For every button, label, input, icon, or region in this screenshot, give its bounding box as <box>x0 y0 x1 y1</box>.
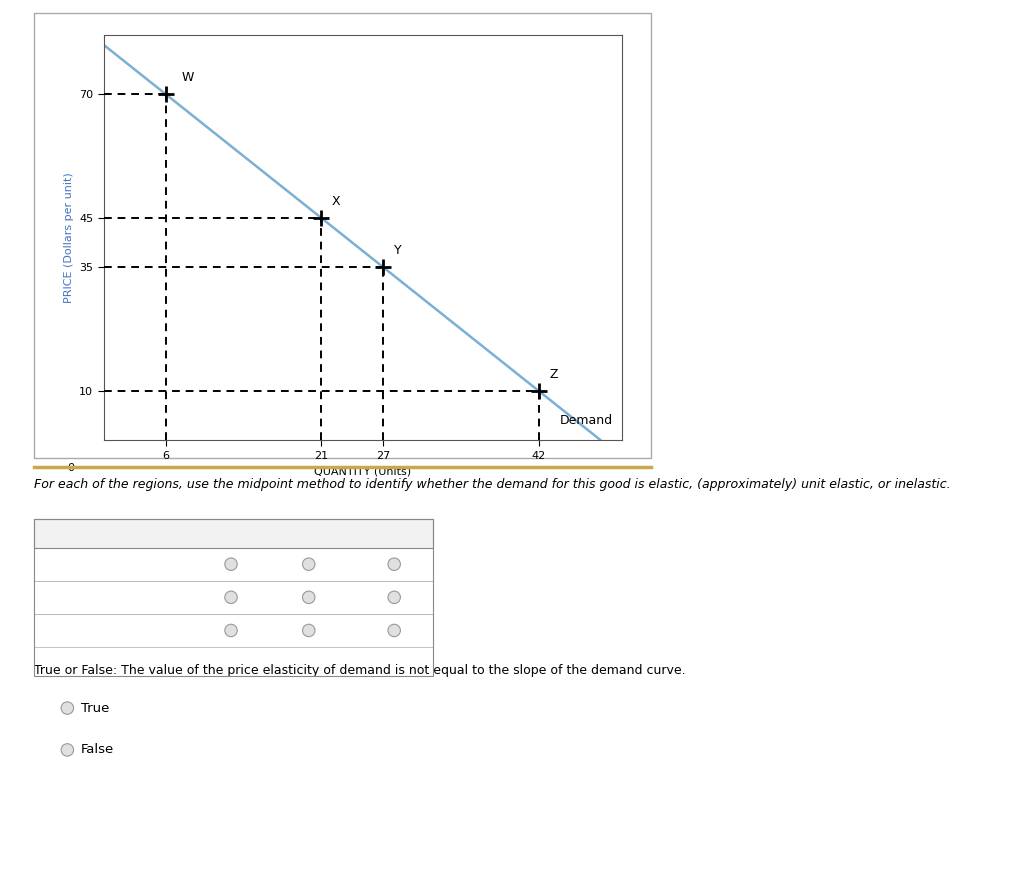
Text: False: False <box>81 744 114 756</box>
Text: Inelastic: Inelastic <box>279 527 339 540</box>
Text: Region: Region <box>41 527 90 540</box>
Text: Between Y and Z: Between Y and Z <box>41 624 148 637</box>
Text: Y: Y <box>394 244 401 257</box>
Text: X: X <box>332 195 340 208</box>
Text: Between W and X: Between W and X <box>41 558 153 570</box>
Text: 0: 0 <box>67 463 75 473</box>
Text: Z: Z <box>549 368 557 381</box>
Text: Elastic: Elastic <box>208 527 254 540</box>
Text: Between X and Y: Between X and Y <box>41 591 148 603</box>
Text: Demand: Demand <box>559 414 612 427</box>
Text: True or False: The value of the price elasticity of demand is not equal to the s: True or False: The value of the price el… <box>34 664 686 678</box>
Text: For each of the regions, use the midpoint method to identify whether the demand : For each of the regions, use the midpoin… <box>34 478 951 491</box>
Text: Unit Elastic: Unit Elastic <box>354 527 434 540</box>
Y-axis label: PRICE (Dollars per unit): PRICE (Dollars per unit) <box>63 173 74 303</box>
X-axis label: QUANTITY (Units): QUANTITY (Units) <box>314 467 411 476</box>
Text: W: W <box>181 72 194 85</box>
Text: True: True <box>81 702 109 714</box>
